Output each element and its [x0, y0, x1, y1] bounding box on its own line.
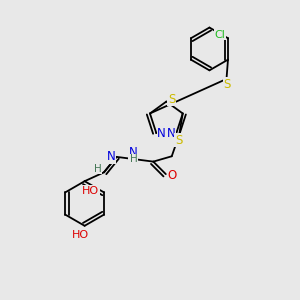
Text: HO: HO: [72, 230, 89, 240]
Text: O: O: [167, 169, 176, 182]
Text: H: H: [130, 154, 137, 164]
Text: S: S: [224, 77, 231, 91]
Text: N: N: [167, 127, 176, 140]
Text: N: N: [107, 150, 116, 164]
Text: S: S: [175, 134, 182, 147]
Text: N: N: [157, 127, 166, 140]
Text: S: S: [168, 93, 176, 106]
Text: Cl: Cl: [214, 30, 225, 40]
Text: HO: HO: [82, 186, 99, 196]
Text: N: N: [129, 146, 138, 159]
Text: H: H: [94, 164, 101, 174]
